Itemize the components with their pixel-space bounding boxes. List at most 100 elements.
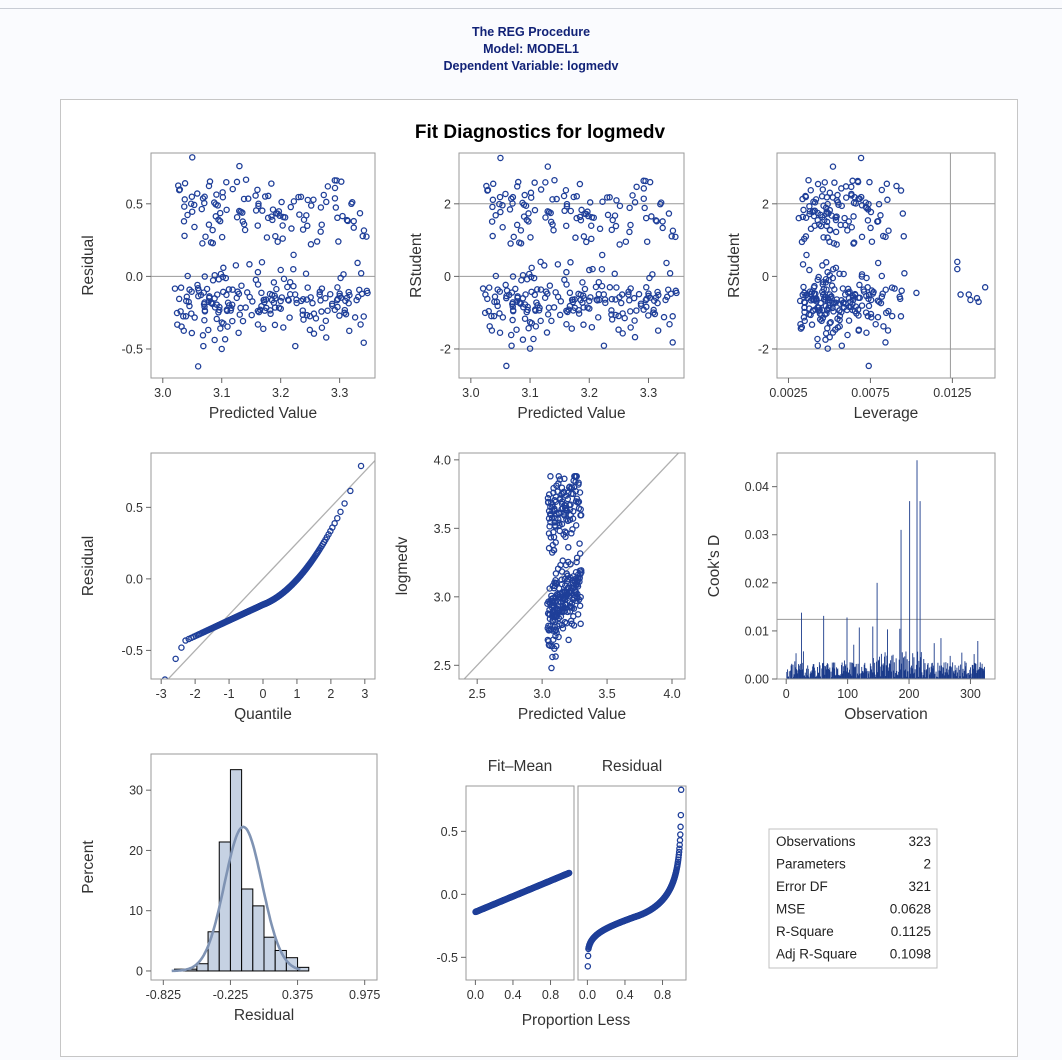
data-point: [184, 272, 191, 280]
data-point: [627, 324, 634, 331]
data-point: [552, 653, 559, 660]
data-point: [181, 232, 188, 240]
data-point: [545, 637, 552, 645]
data-point: [240, 195, 248, 203]
data-point: [545, 544, 553, 552]
data-point: [332, 204, 340, 211]
data-point: [595, 278, 603, 286]
data-point: [666, 270, 674, 277]
data-point: [558, 568, 566, 575]
data-point: [343, 216, 351, 224]
data-point: [879, 290, 886, 297]
data-point: [513, 326, 520, 333]
data-point: [655, 291, 662, 299]
data-point: [531, 291, 539, 299]
data-point: [604, 211, 612, 219]
data-point: [496, 200, 503, 208]
data-point: [541, 294, 549, 302]
data-point: [880, 323, 887, 330]
data-point: [185, 298, 192, 306]
data-point: [219, 189, 226, 196]
data-point: [254, 186, 261, 194]
data-point: [519, 336, 527, 343]
data-point: [558, 520, 566, 528]
x-tick-label: 0: [260, 687, 267, 701]
data-point: [341, 309, 348, 317]
data-point: [544, 494, 552, 502]
data-point: [533, 286, 541, 293]
y-tick-label: 4.0: [434, 453, 451, 467]
data-point: [973, 294, 981, 302]
data-point: [571, 594, 578, 602]
data-point: [553, 580, 560, 587]
data-point: [211, 271, 218, 279]
y-tick-label: 2: [762, 197, 769, 211]
data-point: [269, 216, 276, 224]
y-axis-label: Residual: [80, 536, 97, 596]
data-point: [519, 271, 527, 279]
data-point: [528, 264, 535, 272]
y-tick-label: 0.02: [745, 576, 769, 590]
data-point: [213, 191, 220, 198]
data-point: [832, 228, 840, 236]
data-point: [631, 199, 639, 206]
data-point: [805, 311, 813, 318]
procedure-title: The REG Procedure: [471, 25, 591, 39]
data-point: [316, 291, 323, 298]
data-point: [613, 284, 620, 291]
data-point: [545, 304, 553, 311]
data-point: [232, 262, 240, 269]
data-point: [209, 300, 216, 308]
data-point: [897, 313, 905, 320]
data-point: [843, 306, 851, 314]
data-point: [489, 232, 496, 240]
data-point: [342, 310, 350, 318]
data-point: [577, 506, 584, 513]
data-point: [569, 307, 577, 314]
data-point: [354, 293, 362, 301]
data-point: [233, 213, 241, 221]
data-point: [494, 286, 501, 293]
data-point: [296, 211, 303, 218]
data-point: [304, 284, 311, 291]
data-point: [660, 313, 668, 321]
data-point: [798, 238, 806, 246]
data-point: [577, 216, 585, 224]
data-point: [554, 261, 562, 268]
data-point: [566, 302, 574, 310]
data-point: [219, 273, 227, 281]
stat-value: 0.1098: [890, 947, 931, 962]
data-point: [229, 317, 236, 325]
data-point: [195, 292, 202, 300]
data-point: [888, 284, 896, 291]
data-point: [826, 226, 834, 234]
data-point: [275, 304, 283, 312]
data-point: [313, 238, 321, 245]
data-point: [513, 183, 521, 190]
data-point: [589, 265, 596, 273]
data-point: [965, 291, 973, 298]
clip-residual-histogram-marks: [171, 769, 310, 973]
data-point: [863, 274, 870, 282]
x-axis-label: Quantile: [234, 706, 292, 723]
data-point: [177, 308, 184, 315]
data-point: [246, 293, 253, 301]
data-point: [663, 259, 670, 267]
data-point: [593, 296, 600, 303]
data-point: [563, 268, 570, 276]
x-tick-label: 3.1: [521, 386, 538, 400]
data-point: [852, 200, 859, 207]
data-point: [545, 491, 553, 498]
data-point: [567, 603, 574, 610]
data-point: [492, 272, 500, 280]
data-point: [587, 222, 595, 229]
data-point: [567, 207, 575, 215]
data-point: [820, 278, 827, 286]
data-point: [798, 323, 806, 331]
data-point: [823, 208, 830, 215]
data-point: [584, 952, 592, 960]
data-point: [818, 317, 825, 325]
x-tick-label: 3.2: [272, 386, 289, 400]
data-point: [249, 298, 256, 305]
x-tick-label: 0.0: [579, 988, 596, 1002]
